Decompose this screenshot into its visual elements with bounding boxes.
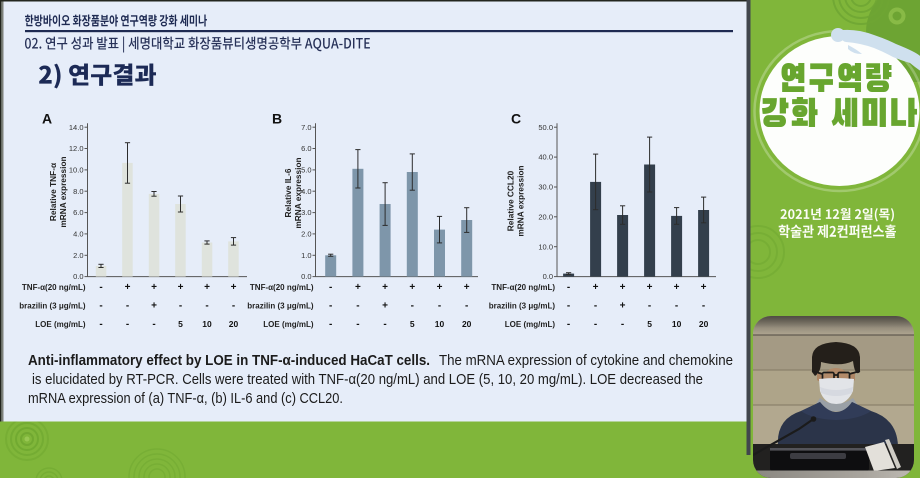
svg-text:+: + [382,301,388,312]
svg-text:-: - [594,301,597,312]
svg-text:20: 20 [699,319,709,329]
svg-text:-: - [567,301,570,312]
svg-text:6.0: 6.0 [73,208,83,217]
svg-text:+: + [151,301,157,312]
svg-text:LOE (mg/mL): LOE (mg/mL) [35,320,86,329]
svg-text:0.0: 0.0 [73,272,83,281]
svg-text:-: - [465,301,468,312]
svg-text:-: - [356,319,359,330]
svg-text:0.0: 0.0 [543,272,553,281]
svg-text:2.0: 2.0 [301,230,311,239]
svg-text:1.0: 1.0 [301,251,311,260]
svg-text:+: + [204,282,210,293]
svg-text:TNF-α(20 ng/mL): TNF-α(20 ng/mL) [491,283,555,292]
svg-text:+: + [674,282,680,293]
svg-text:mRNA expression: mRNA expression [293,157,303,228]
svg-text:30.0: 30.0 [538,183,553,192]
svg-text:brazilin (3 μg/mL): brazilin (3 μg/mL) [247,302,314,311]
svg-text:3.0: 3.0 [301,208,311,217]
svg-text:The mRNA expression of cytokin: The mRNA expression of cytokine and chem… [439,353,733,369]
svg-text:A: A [42,111,52,127]
svg-text:+: + [382,282,388,293]
svg-text:6.0: 6.0 [301,144,311,153]
svg-text:+: + [151,282,157,293]
svg-text:5: 5 [647,319,652,329]
svg-text:-: - [329,319,332,330]
svg-text:5: 5 [410,319,415,329]
svg-text:is elucidated by RT-PCR. Cells: is elucidated by RT-PCR. Cells were trea… [32,372,703,388]
svg-text:-: - [99,319,102,330]
svg-text:brazilin (3 μg/mL): brazilin (3 μg/mL) [19,302,86,311]
svg-text:12.0: 12.0 [69,144,84,153]
svg-text:mRNA expression: mRNA expression [516,165,526,236]
svg-text:+: + [437,282,443,293]
svg-text:-: - [621,319,624,330]
svg-text:C: C [511,111,521,127]
svg-text:2.0: 2.0 [73,251,83,260]
svg-text:-: - [356,301,359,312]
svg-text:20.0: 20.0 [538,212,553,221]
svg-text:+: + [464,282,470,293]
svg-text:10: 10 [435,319,445,329]
svg-text:10.0: 10.0 [538,242,553,251]
svg-text:10.0: 10.0 [69,166,84,175]
svg-text:-: - [383,319,386,330]
svg-text:-: - [329,282,332,293]
svg-text:LOE (mg/mL): LOE (mg/mL) [263,320,314,329]
svg-text:-: - [205,301,208,312]
svg-text:+: + [231,282,237,293]
svg-text:-: - [152,319,155,330]
svg-text:+: + [620,282,626,293]
svg-text:-: - [99,301,102,312]
svg-text:10: 10 [672,319,682,329]
svg-text:-: - [438,301,441,312]
svg-text:mRNA expression: mRNA expression [58,156,68,227]
svg-text:-: - [126,319,129,330]
svg-text:50.0: 50.0 [538,123,553,132]
svg-text:Relative TNF-α: Relative TNF-α [48,162,58,221]
svg-text:-: - [567,282,570,293]
svg-text:+: + [409,282,415,293]
svg-text:+: + [620,301,626,312]
svg-text:Anti-inflammatory effect by LO: Anti-inflammatory effect by LOE in TNF-α… [28,353,430,369]
svg-text:5: 5 [178,319,183,329]
svg-text:10: 10 [202,319,212,329]
svg-text:-: - [411,301,414,312]
svg-text:-: - [702,301,705,312]
svg-text:brazilin (3 μg/mL): brazilin (3 μg/mL) [489,302,556,311]
svg-text:mRNA expression of (a) TNF-α,: mRNA expression of (a) TNF-α, (b) IL-6 a… [28,391,343,407]
svg-text:0.0: 0.0 [301,272,311,281]
svg-text:8.0: 8.0 [73,187,83,196]
svg-text:14.0: 14.0 [69,123,84,132]
svg-text:20: 20 [462,319,472,329]
svg-text:20: 20 [229,319,239,329]
svg-text:-: - [675,301,678,312]
svg-text:-: - [126,301,129,312]
svg-text:+: + [178,282,184,293]
svg-text:-: - [567,319,570,330]
svg-text:-: - [594,319,597,330]
svg-text:Relative CCL20: Relative CCL20 [506,170,516,231]
svg-text:-: - [179,301,182,312]
svg-text:-: - [99,282,102,293]
svg-text:5.0: 5.0 [301,166,311,175]
svg-text:-: - [648,301,651,312]
svg-text:LOE (mg/mL): LOE (mg/mL) [505,320,556,329]
svg-text:4.0: 4.0 [73,230,83,239]
svg-text:+: + [125,282,131,293]
svg-text:4.0: 4.0 [301,187,311,196]
svg-text:TNF-α(20 ng/mL): TNF-α(20 ng/mL) [250,283,314,292]
svg-text:Relative IL-6: Relative IL-6 [283,168,293,217]
svg-text:-: - [329,301,332,312]
svg-text:B: B [272,111,282,127]
svg-text:+: + [647,282,653,293]
svg-text:+: + [355,282,361,293]
svg-text:+: + [593,282,599,293]
svg-text:+: + [701,282,707,293]
svg-text:TNF-α(20 ng/mL): TNF-α(20 ng/mL) [22,283,86,292]
svg-text:40.0: 40.0 [538,153,553,162]
svg-text:7.0: 7.0 [301,123,311,132]
svg-text:-: - [232,301,235,312]
